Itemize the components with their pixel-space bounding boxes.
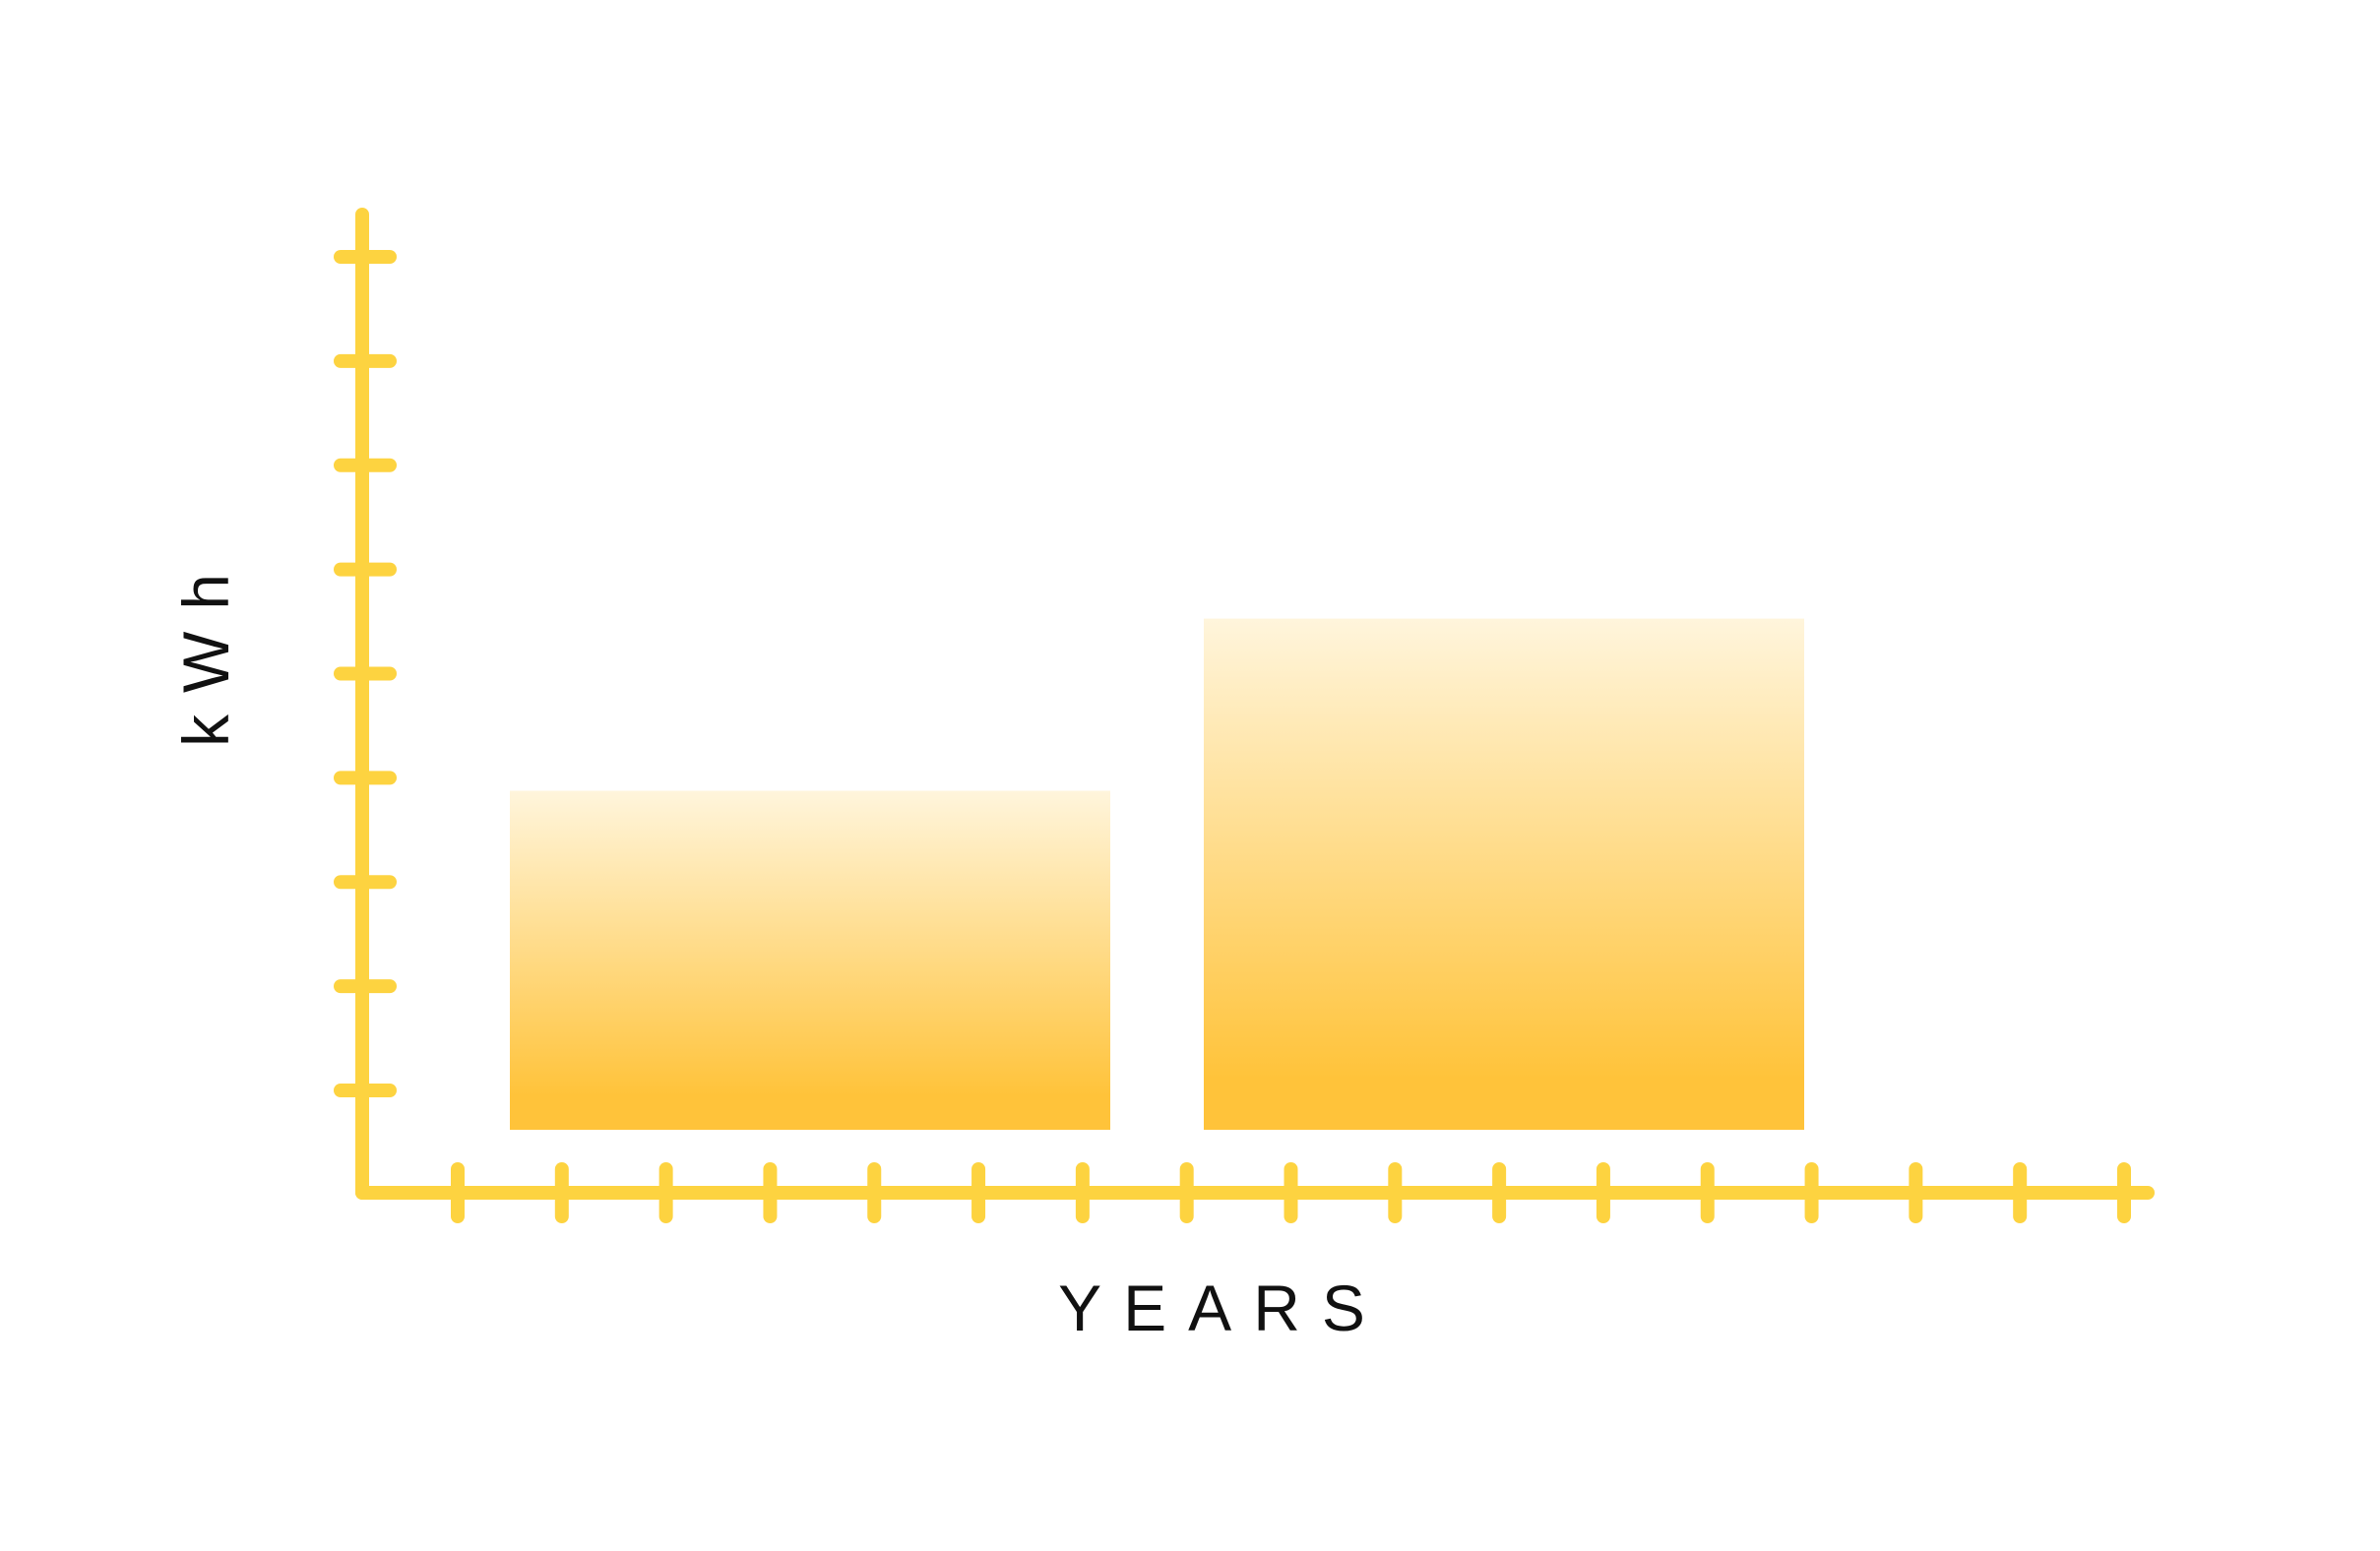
bars-group	[510, 618, 1804, 1130]
y-axis-title: kWh	[169, 552, 242, 747]
bar-1	[510, 790, 1110, 1130]
bar-2	[1204, 618, 1804, 1130]
x-axis-title: YEARS	[1058, 1272, 1387, 1344]
